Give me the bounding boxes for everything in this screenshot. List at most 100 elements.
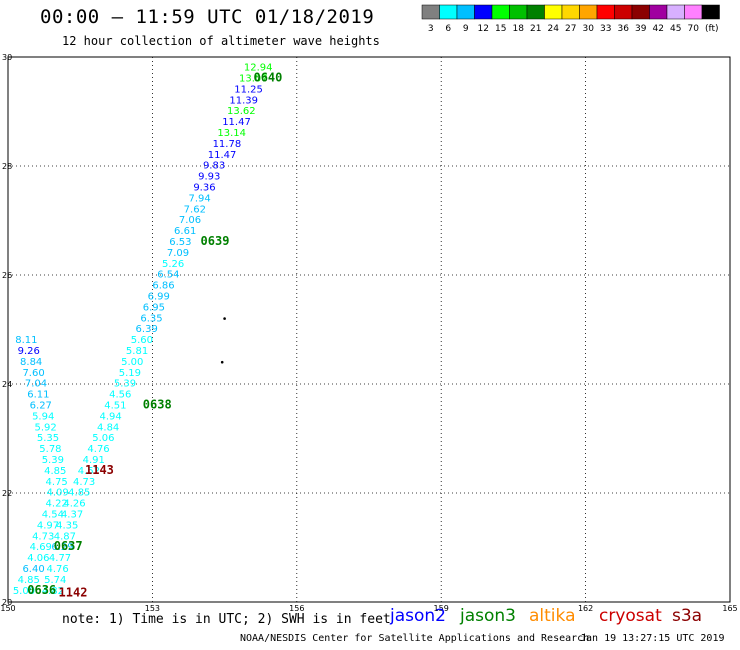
legend-s3a: s3a xyxy=(672,606,703,626)
wave-height-value: 5.19 xyxy=(119,368,141,379)
wave-height-value: 11.25 xyxy=(234,84,263,95)
wave-height-value: 9.36 xyxy=(193,183,215,194)
x-tick-label: 162 xyxy=(578,604,593,613)
pass-time-label: 0640 xyxy=(253,71,282,85)
wave-height-value: 11.47 xyxy=(208,150,237,161)
y-tick-label: 30 xyxy=(2,53,12,62)
colorbar-label: 24 xyxy=(548,24,560,34)
x-tick-label: 153 xyxy=(145,604,160,613)
colorbar-swatch xyxy=(701,4,720,20)
pass-time-label: 0637 xyxy=(54,539,83,553)
y-tick-label: 24 xyxy=(2,380,12,389)
wave-height-value: 9.26 xyxy=(18,346,40,357)
wave-height-value: 4.87 xyxy=(54,531,76,542)
wave-height-value: 9.93 xyxy=(198,172,220,183)
colorbar-label: 27 xyxy=(565,24,576,34)
wave-height-value: 5.74 xyxy=(44,575,66,586)
plot-frame xyxy=(7,56,731,603)
wave-height-value: 4.73 xyxy=(32,531,54,542)
colorbar-label: 36 xyxy=(618,24,630,34)
y-tick-label: 22 xyxy=(2,489,12,498)
wave-height-value: 6.95 xyxy=(143,302,165,313)
wave-height-value: 4.54 xyxy=(42,510,64,521)
wave-height-value: 13.62 xyxy=(227,106,256,117)
wave-height-value: 4.91 xyxy=(83,455,105,466)
x-tick-label: 156 xyxy=(289,604,304,613)
colorbar-label: 45 xyxy=(670,24,681,34)
wave-height-value: 5.26 xyxy=(162,259,184,270)
colorbar-unit: (ft) xyxy=(705,24,719,34)
wave-height-value: 6.27 xyxy=(30,401,52,412)
wave-height-value: 4.35 xyxy=(56,520,78,531)
wave-height-value: 6.11 xyxy=(27,390,49,401)
wave-height-value: 6.39 xyxy=(136,324,158,335)
wave-height-value: 6.54 xyxy=(157,270,179,281)
wave-height-value: 5.39 xyxy=(42,455,64,466)
legend-jason3: jason3 xyxy=(460,606,516,626)
colorbar-label: 21 xyxy=(530,24,541,34)
wave-height-value: 4.75 xyxy=(46,477,68,488)
wave-height-value: 4.69 xyxy=(30,542,52,553)
wave-height-value: 6.35 xyxy=(140,313,162,324)
wave-height-value: 7.60 xyxy=(22,368,44,379)
wave-height-value: 4.56 xyxy=(109,390,131,401)
colorbar-label: 33 xyxy=(600,24,611,34)
wave-height-value: 6.53 xyxy=(169,237,191,248)
wave-height-value: 7.04 xyxy=(25,379,47,390)
x-tick-label: 159 xyxy=(434,604,449,613)
colorbar-label: 9 xyxy=(463,24,469,34)
data-dot xyxy=(223,317,226,320)
wave-height-value: 11.39 xyxy=(229,95,258,106)
y-tick-label: 28 xyxy=(2,162,12,171)
wave-height-value: 4.77 xyxy=(49,553,71,564)
wave-height-value: 4.85 xyxy=(18,575,40,586)
wave-height-value: 4.51 xyxy=(104,401,126,412)
wave-height-value: 4.52 xyxy=(78,466,100,477)
wave-height-value: 7.94 xyxy=(189,193,211,204)
wave-height-value: 11.78 xyxy=(213,139,242,150)
wave-height-value: 6.29 xyxy=(51,542,73,553)
wave-height-value: 5.78 xyxy=(39,444,61,455)
generated-time: Jan 19 13:27:15 UTC 2019 xyxy=(580,633,725,644)
colorbar-label: 6 xyxy=(445,24,451,34)
colorbar-label: 30 xyxy=(583,24,595,34)
colorbar-label: 15 xyxy=(495,24,506,34)
legend-cryosat: cryosat xyxy=(599,606,662,626)
legend-jason2: jason2 xyxy=(390,606,446,626)
data-dot xyxy=(220,360,224,364)
wave-height-value: 5.00 xyxy=(121,357,143,368)
pass-time-label: 1142 xyxy=(59,586,88,600)
wave-height-value: 6.86 xyxy=(152,281,174,292)
pass-time-label: 0639 xyxy=(201,234,230,248)
wave-height-value: 12.94 xyxy=(244,63,273,74)
wave-height-value: 5.94 xyxy=(32,411,54,422)
wave-height-value: 5.92 xyxy=(34,422,56,433)
pass-time-label: 0638 xyxy=(143,398,172,412)
wave-height-value: 6.99 xyxy=(148,292,170,303)
chart-subtitle: 12 hour collection of altimeter wave hei… xyxy=(62,34,380,48)
pass-time-label: 0636 xyxy=(27,583,56,597)
wave-height-value: 6.61 xyxy=(174,226,196,237)
y-tick-label: 20 xyxy=(2,598,12,607)
wave-height-value: 11.47 xyxy=(222,117,251,128)
wave-height-value: 4.85 xyxy=(68,488,90,499)
wave-height-value: 4.85 xyxy=(44,466,66,477)
wave-height-value: 4.06 xyxy=(27,553,49,564)
colorbar-label: 12 xyxy=(478,24,489,34)
chart-title: 00:00 – 11:59 UTC 01/18/2019 xyxy=(40,6,375,28)
wave-height-value: 4.76 xyxy=(87,444,109,455)
wave-height-value: 4.73 xyxy=(73,477,95,488)
x-tick-label: 150 xyxy=(0,604,15,613)
wave-height-value: 6.40 xyxy=(22,564,44,575)
colorbar-label: 42 xyxy=(653,24,664,34)
colorbar-label: 70 xyxy=(688,24,700,34)
wave-height-value: 13.14 xyxy=(217,128,246,139)
wave-height-value: 7.62 xyxy=(184,204,206,215)
wave-height-value: 4.84 xyxy=(97,422,119,433)
wave-height-value: 13.07 xyxy=(239,74,268,85)
colorbar: 3 6 9 12 15 18 21 24 27 30 33 36 39 42 45 70 (ft) xyxy=(421,4,720,34)
colorbar-label: 39 xyxy=(635,24,647,34)
wave-height-value: 5.81 xyxy=(126,346,148,357)
y-tick-label: 26 xyxy=(2,271,12,280)
